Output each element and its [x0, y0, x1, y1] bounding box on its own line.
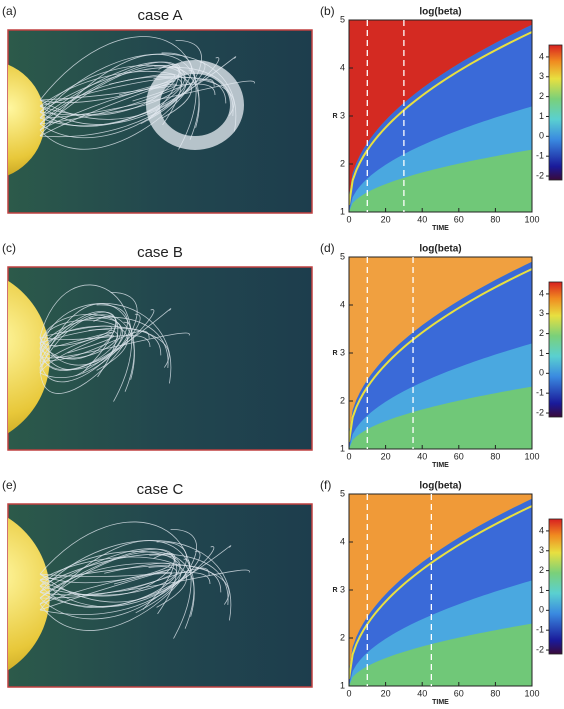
y-tick-label: 5	[340, 488, 345, 498]
x-tick-label: 80	[490, 451, 500, 461]
y-tick-label: 4	[340, 299, 345, 309]
panel-title: case A	[137, 7, 182, 24]
y-tick-label: 1	[340, 443, 345, 453]
x-tick-label: 40	[417, 688, 427, 698]
colorbar-label: -1	[536, 151, 544, 161]
plot-title: log(beta)	[419, 481, 461, 492]
plot-title: log(beta)	[419, 7, 461, 18]
y-tick-label: 3	[340, 110, 345, 120]
contour-map	[349, 20, 532, 212]
colorbar-label: 0	[539, 368, 544, 378]
colorbar-label: 3	[539, 308, 544, 318]
y-tick-label: 2	[340, 632, 345, 642]
colorbar-label: 4	[539, 288, 544, 298]
x-tick-label: 80	[490, 214, 500, 224]
figure: (a) case A (c) case B (e) case C (b) log(beta) 0…	[0, 0, 564, 709]
panel-label: (b)	[320, 4, 335, 18]
y-axis-label: R	[332, 587, 337, 594]
y-tick-label: 5	[340, 14, 345, 24]
x-tick-label: 60	[454, 688, 464, 698]
panel-label: (d)	[320, 241, 335, 255]
colorbar-label: 1	[539, 585, 544, 595]
colorbar-label: 2	[539, 91, 544, 101]
colorbar-label: 3	[539, 71, 544, 81]
x-tick-label: 100	[524, 214, 539, 224]
colorbar-label: 1	[539, 111, 544, 121]
y-tick-label: 1	[340, 680, 345, 690]
colorbar-label: -1	[536, 388, 544, 398]
colorbar-label: 4	[539, 51, 544, 61]
colorbar-label: 0	[539, 131, 544, 141]
colorbar-label: 3	[539, 545, 544, 555]
panel-label: (a)	[2, 4, 17, 18]
panel-title: case B	[137, 244, 183, 261]
y-tick-label: 4	[340, 536, 345, 546]
panel-label: (e)	[2, 478, 17, 492]
x-tick-label: 0	[346, 451, 351, 461]
x-tick-label: 20	[381, 214, 391, 224]
panel-label: (f)	[320, 478, 331, 492]
panel-title: case C	[137, 481, 184, 498]
x-tick-label: 20	[381, 688, 391, 698]
y-tick-label: 3	[340, 347, 345, 357]
colorbar-label: 4	[539, 525, 544, 535]
colorbar-label: 2	[539, 328, 544, 338]
x-tick-label: 40	[417, 451, 427, 461]
colorbar	[549, 519, 562, 654]
x-tick-label: 20	[381, 451, 391, 461]
y-tick-label: 4	[340, 62, 345, 72]
colorbar-label: -2	[536, 407, 544, 417]
colorbar-label: 0	[539, 605, 544, 615]
simulation-image	[0, 30, 312, 213]
contour-map	[349, 257, 532, 449]
x-axis-label: TIME	[432, 225, 449, 232]
colorbar-label: 2	[539, 565, 544, 575]
y-tick-label: 1	[340, 206, 345, 216]
colorbar-label: -1	[536, 625, 544, 635]
y-tick-label: 2	[340, 395, 345, 405]
colorbar-label: 1	[539, 348, 544, 358]
colorbar-label: -2	[536, 644, 544, 654]
y-axis-label: R	[332, 113, 337, 120]
x-tick-label: 80	[490, 688, 500, 698]
simulation-image	[0, 504, 312, 687]
simulation-image	[0, 267, 312, 450]
x-tick-label: 100	[524, 688, 539, 698]
panel-label: (c)	[2, 241, 16, 255]
image-bg	[8, 267, 312, 450]
x-axis-label: TIME	[432, 462, 449, 469]
colorbar	[549, 45, 562, 180]
colorbar-label: -2	[536, 170, 544, 180]
x-tick-label: 60	[454, 214, 464, 224]
x-tick-label: 60	[454, 451, 464, 461]
y-tick-label: 5	[340, 251, 345, 261]
plot-title: log(beta)	[419, 244, 461, 255]
x-tick-label: 100	[524, 451, 539, 461]
y-tick-label: 2	[340, 158, 345, 168]
x-axis-label: TIME	[432, 699, 449, 706]
x-tick-label: 40	[417, 214, 427, 224]
contour-map	[349, 494, 532, 686]
y-axis-label: R	[332, 350, 337, 357]
y-tick-label: 3	[340, 584, 345, 594]
x-tick-label: 0	[346, 688, 351, 698]
x-tick-label: 0	[346, 214, 351, 224]
colorbar	[549, 282, 562, 417]
